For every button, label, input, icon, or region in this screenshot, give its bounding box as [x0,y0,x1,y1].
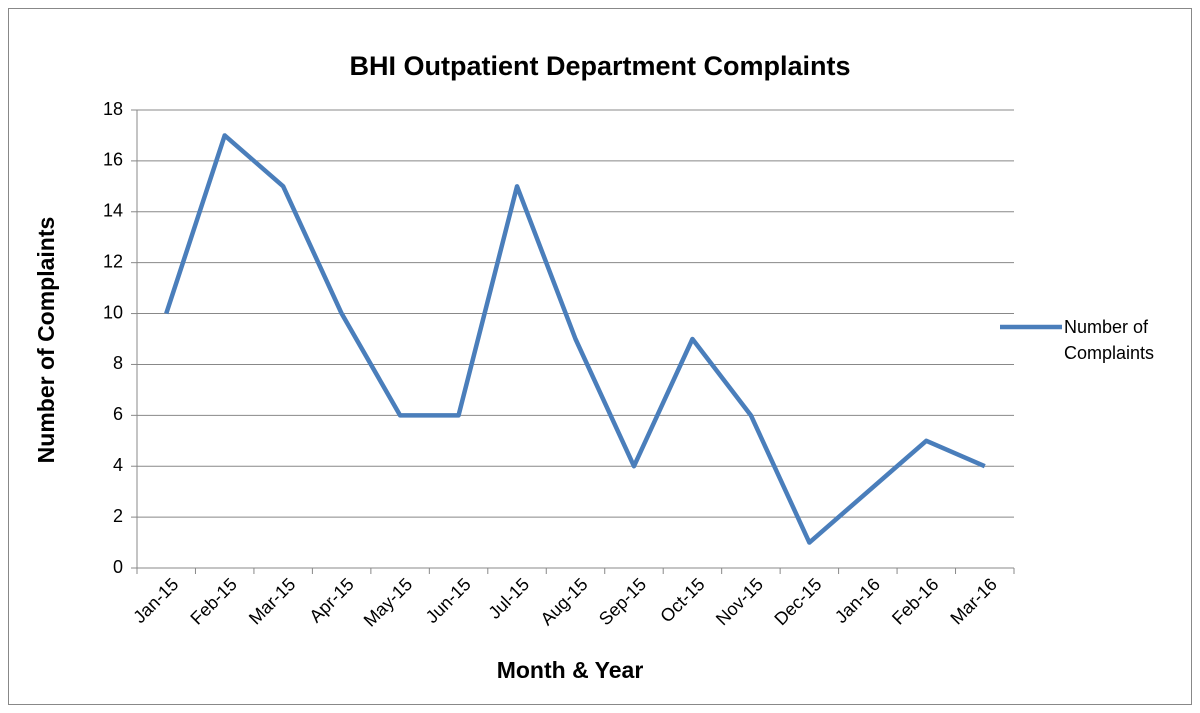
chart-title: BHI Outpatient Department Complaints [349,51,850,81]
y-tick-label: 4 [113,455,123,475]
y-tick-label: 10 [103,302,123,322]
y-tick-label: 0 [113,557,123,577]
y-tick-label: 12 [103,251,123,271]
y-tick-label: 8 [113,353,123,373]
data-line [164,133,986,545]
y-axis-title: Number of Complaints [33,217,59,464]
y-tick-label: 18 [103,99,123,119]
legend-label: Number of Complaints [1064,317,1155,363]
y-tick-label: 14 [103,201,123,221]
y-tick-label: 2 [113,506,123,526]
y-tick-label: 16 [103,150,123,170]
y-tick-label: 6 [113,404,123,424]
x-axis-title: Month & Year [497,657,644,683]
chart-border [8,8,1192,705]
